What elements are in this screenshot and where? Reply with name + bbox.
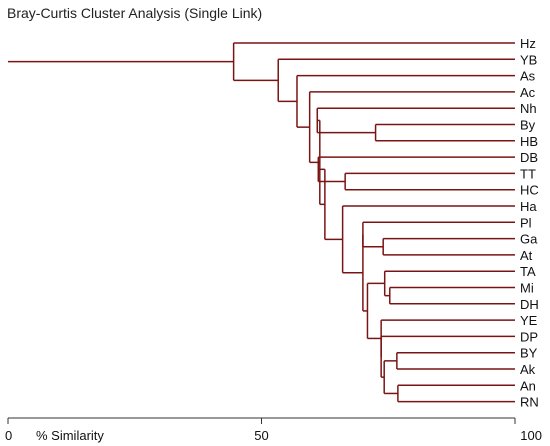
leaf-label-Ga: Ga	[520, 232, 538, 247]
x-tick-label-100: 100	[520, 428, 542, 443]
leaf-label-Hz: Hz	[520, 36, 536, 51]
leaf-label-At: At	[520, 248, 533, 263]
leaf-label-As: As	[520, 69, 536, 84]
leaf-label-Pl: Pl	[520, 215, 532, 230]
leaf-label-Nh: Nh	[520, 101, 537, 116]
leaf-label-HB: HB	[520, 134, 538, 149]
leaf-label-BY: BY	[520, 346, 538, 361]
leaf-label-TA: TA	[520, 264, 536, 279]
x-axis-title: % Similarity	[36, 428, 104, 443]
leaf-label-Ha: Ha	[520, 199, 537, 214]
leaf-label-Ac: Ac	[520, 85, 536, 100]
leaf-label-DB: DB	[520, 150, 538, 165]
leaf-label-RN: RN	[520, 395, 539, 410]
leaf-label-An: An	[520, 378, 536, 393]
leaf-label-TT: TT	[520, 166, 536, 181]
leaf-label-By: By	[520, 118, 536, 133]
leaf-label-HC: HC	[520, 183, 539, 198]
chart-title: Bray-Curtis Cluster Analysis (Single Lin…	[7, 5, 262, 21]
leaf-label-DH: DH	[520, 297, 539, 312]
leaf-label-YE: YE	[520, 313, 538, 328]
dendrogram-branches	[8, 42, 515, 403]
x-axis-ticks: 0 50 100	[5, 418, 542, 443]
leaf-label-Ak: Ak	[520, 362, 536, 377]
leaf-label-DP: DP	[520, 329, 538, 344]
x-tick-label-50: 50	[254, 428, 268, 443]
leaf-label-Mi: Mi	[520, 281, 534, 296]
leaf-label-YB: YB	[520, 52, 537, 67]
x-tick-label-0: 0	[5, 428, 12, 443]
